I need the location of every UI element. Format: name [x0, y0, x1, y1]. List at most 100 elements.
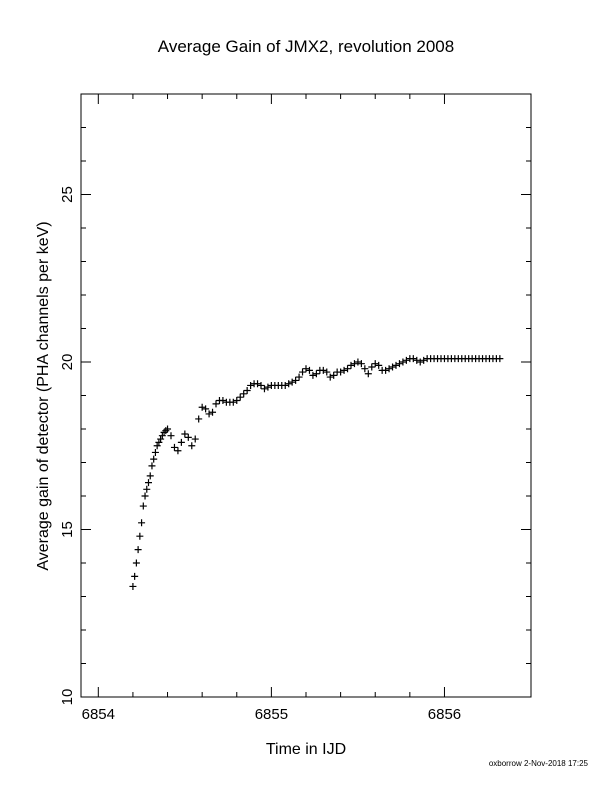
data-points — [129, 355, 504, 590]
data-point — [198, 403, 206, 411]
data-point — [236, 393, 244, 401]
data-point — [136, 532, 144, 540]
x-tick-label: 6854 — [82, 706, 115, 723]
data-point — [382, 366, 390, 374]
data-point — [361, 365, 369, 373]
data-point — [131, 572, 139, 580]
plot-frame — [80, 93, 532, 698]
data-point — [292, 376, 300, 384]
data-point — [191, 435, 199, 443]
data-point — [281, 381, 289, 389]
data-point — [395, 360, 403, 368]
data-point — [141, 492, 149, 500]
data-point — [219, 397, 227, 405]
data-point — [371, 360, 379, 368]
y-tick-label: 15 — [59, 521, 76, 538]
data-point — [330, 371, 338, 379]
data-point — [375, 361, 383, 369]
data-point — [323, 368, 331, 376]
data-point — [420, 356, 428, 364]
data-point — [170, 443, 178, 451]
data-point — [160, 428, 168, 436]
data-point — [257, 381, 265, 389]
data-point — [364, 370, 372, 378]
data-point — [233, 397, 241, 405]
data-point — [299, 368, 307, 376]
data-point — [357, 360, 365, 368]
data-point — [254, 380, 262, 388]
data-point — [181, 430, 189, 438]
data-point — [205, 410, 213, 418]
data-point — [496, 355, 504, 363]
data-point — [264, 383, 272, 391]
data-point — [243, 386, 251, 394]
data-point — [409, 355, 417, 363]
data-point — [337, 368, 345, 376]
data-point — [347, 361, 355, 369]
data-point — [150, 455, 158, 463]
data-point — [285, 380, 293, 388]
axis-ticks — [81, 93, 531, 698]
data-point — [305, 366, 313, 374]
data-point — [260, 385, 268, 393]
data-point — [416, 358, 424, 366]
data-point — [288, 378, 296, 386]
y-tick-label: 10 — [59, 689, 76, 706]
data-point — [399, 358, 407, 366]
data-point — [164, 425, 172, 433]
data-point — [139, 502, 147, 510]
data-point — [134, 546, 142, 554]
data-point — [158, 432, 166, 440]
data-point — [129, 582, 137, 590]
data-point — [413, 356, 421, 364]
data-point — [184, 433, 192, 441]
data-point — [344, 365, 352, 373]
x-tick-label: 6856 — [428, 706, 461, 723]
data-point — [157, 435, 165, 443]
data-point — [385, 365, 393, 373]
data-point — [177, 438, 185, 446]
data-point — [148, 462, 156, 470]
y-axis-label: Average gain of detector (PHA channels p… — [35, 221, 52, 570]
data-point — [389, 363, 397, 371]
data-point — [212, 400, 220, 408]
data-point — [354, 358, 362, 366]
x-axis-label: Time in IJD — [266, 741, 346, 758]
y-tick-label: 20 — [59, 354, 76, 371]
data-point — [302, 365, 310, 373]
data-point — [326, 373, 334, 381]
data-point — [229, 398, 237, 406]
data-point — [153, 442, 161, 450]
data-point — [155, 438, 163, 446]
data-point — [350, 360, 358, 368]
data-point — [188, 442, 196, 450]
data-point — [146, 472, 154, 480]
data-point — [151, 448, 159, 456]
data-point — [368, 363, 376, 371]
data-point — [143, 485, 151, 493]
x-tick-label: 6855 — [255, 706, 288, 723]
data-point — [138, 519, 146, 527]
data-point — [319, 366, 327, 374]
y-tick-label: 25 — [59, 186, 76, 203]
data-point — [340, 366, 348, 374]
chart-title: Average Gain of JMX2, revolution 2008 — [158, 37, 454, 56]
data-point — [145, 479, 152, 487]
footer-credit: oxborrow 2-Nov-2018 17:25 — [489, 759, 589, 768]
data-point — [247, 381, 255, 389]
data-point — [162, 427, 170, 435]
data-point — [174, 447, 182, 455]
data-point — [209, 408, 217, 416]
data-point — [392, 361, 400, 369]
data-point — [202, 405, 210, 413]
axis-tick-labels: 6854 6855 6856 10 15 20 25 — [59, 186, 461, 723]
data-point — [309, 371, 317, 379]
data-point — [195, 415, 203, 423]
data-point — [312, 370, 320, 378]
data-point — [240, 390, 248, 398]
data-point — [132, 559, 140, 567]
data-point — [295, 373, 303, 381]
data-point — [402, 356, 410, 364]
data-point — [167, 432, 175, 440]
